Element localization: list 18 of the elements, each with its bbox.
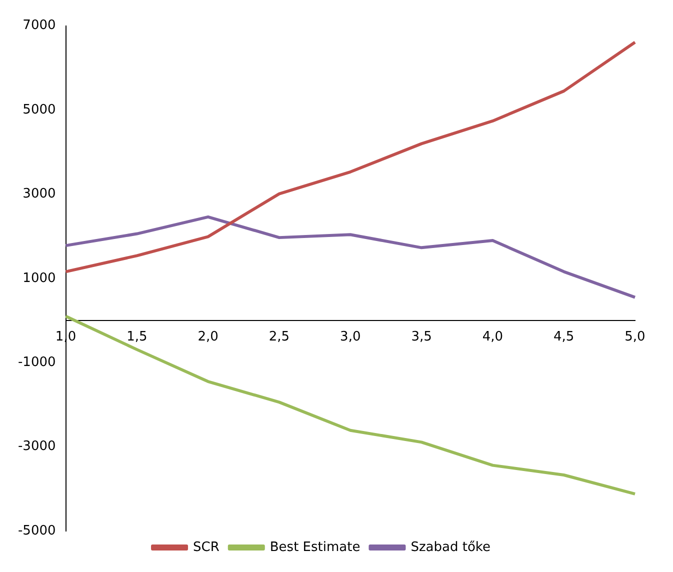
- legend-label: Szabad tőke: [410, 540, 490, 555]
- y-tick-label: 7000: [22, 18, 56, 34]
- legend-label: Best Estimate: [270, 540, 360, 555]
- x-tick-label: 2,0: [198, 330, 218, 345]
- x-tick-label: 3,5: [411, 330, 432, 345]
- y-tick-label: -5000: [18, 523, 56, 538]
- y-tick-label: -3000: [18, 439, 56, 454]
- y-tick-label: 1000: [22, 270, 56, 286]
- x-tick-label: 3,0: [340, 330, 361, 345]
- y-tick-label: 5000: [22, 102, 56, 118]
- x-tick-label: 4,0: [482, 330, 504, 345]
- x-tick-label: 1,5: [126, 330, 148, 345]
- x-tick-label: 5,0: [624, 330, 646, 345]
- y-tick-label: 3000: [22, 186, 56, 202]
- legend-label: SCR: [193, 540, 220, 555]
- y-tick-label: -1000: [18, 354, 56, 370]
- x-tick-label: 4,5: [554, 330, 574, 345]
- x-tick-label: 2,5: [268, 330, 290, 345]
